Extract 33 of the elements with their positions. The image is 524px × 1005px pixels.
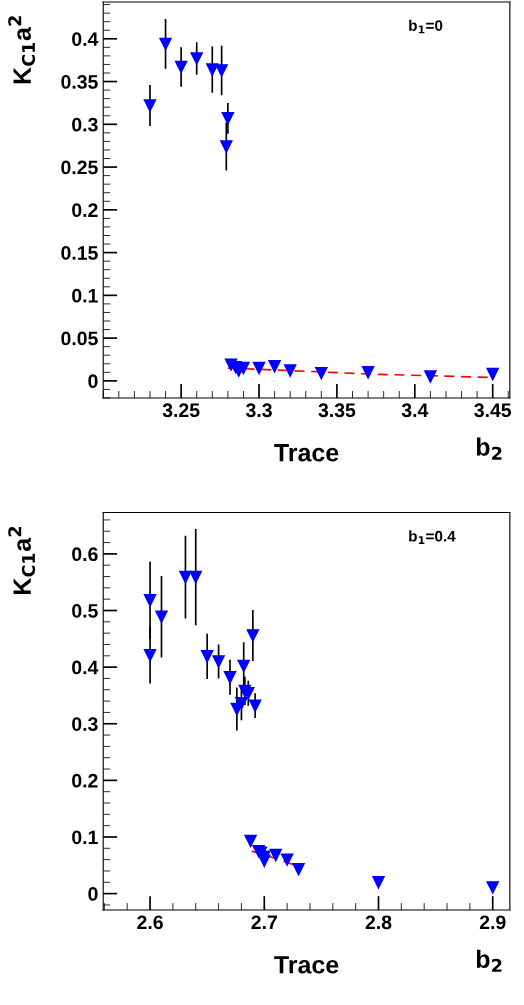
y-tick-label: 0 [88, 374, 98, 389]
x-tick-label: 2.8 [365, 915, 392, 930]
x-tick-label: 3.25 [162, 403, 200, 418]
y-tick-label: 0.4 [72, 660, 99, 675]
y-tick-label: 0.2 [72, 203, 98, 218]
x-tick-label: 3.4 [401, 403, 429, 418]
x-axis-title: Trace [274, 444, 339, 462]
y-tick-label: 0.5 [72, 603, 98, 618]
y-tick-label: 0 [88, 887, 98, 901]
y-tick-label: 0.35 [61, 75, 98, 89]
x-tick-label: 2.6 [137, 915, 163, 930]
y-tick-label: 0.3 [72, 717, 98, 732]
annotation: b$_{1}$=0 [409, 19, 443, 34]
x-tick-label: 3.3 [245, 403, 272, 418]
x-axis-title: Trace [274, 956, 339, 974]
annotation: b$_{1}$=0.4 [409, 530, 456, 544]
y-tick-label: 0.6 [72, 547, 98, 562]
x-tick-label: 3.35 [318, 403, 356, 418]
y-axis-title: K$_{C1}$a$^{2}$ [8, 526, 36, 595]
y-axis-title: K$_{C1}$a$^{2}$ [8, 16, 36, 84]
y-tick-label: 0.3 [72, 117, 98, 132]
y-tick-label: 0.25 [61, 160, 98, 175]
text: b$_{2}$ [476, 949, 502, 972]
x-tick-label: 2.9 [479, 915, 506, 930]
y-tick-label: 0.15 [61, 246, 98, 260]
y-tick-label: 0.2 [72, 773, 98, 788]
y-tick-label: 0.1 [72, 288, 98, 303]
x-tick-label: 3.45 [474, 403, 512, 418]
y-tick-label: 0.4 [72, 32, 99, 47]
y-tick-label: 0.05 [61, 331, 98, 346]
text: b$_{2}$ [476, 437, 502, 460]
y-tick-label: 0.1 [72, 830, 98, 845]
x-tick-label: 2.7 [251, 915, 277, 929]
